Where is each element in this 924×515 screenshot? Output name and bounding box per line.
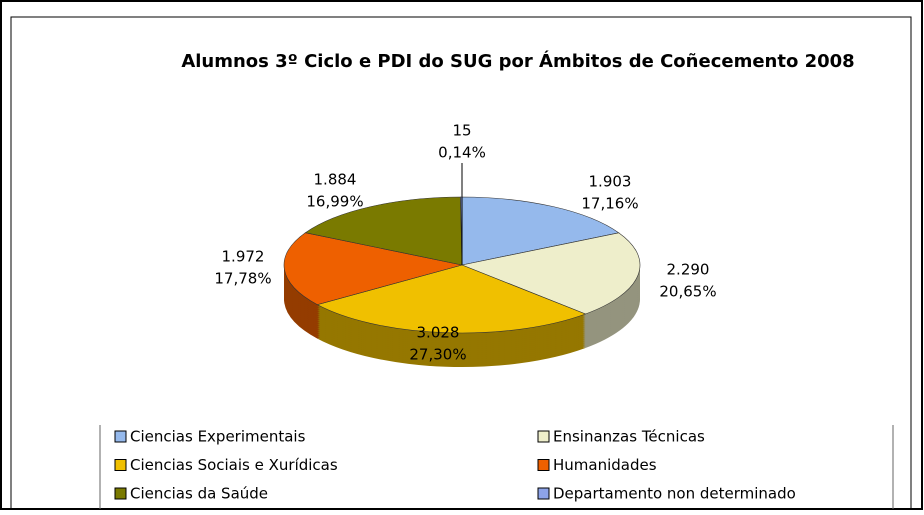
slice [316,264,587,334]
data-label: 1.884 [314,171,357,189]
data-label: 3.028 [417,324,460,342]
data-label: 16,99% [306,193,363,211]
data-label: 17,16% [581,195,638,213]
legend-swatch [114,487,127,500]
data-label: 0,14% [438,144,486,162]
slice [461,196,620,266]
legend-label: Ciencias da Saúde [130,485,268,503]
data-label: 27,30% [409,346,466,364]
chart-frame [10,16,912,510]
legend-label: Humanidades [553,456,657,474]
legend-label: Ensinanzas Técnicas [553,428,705,446]
data-label: 2.290 [667,261,710,279]
chart-title: Alumnos 3º Ciclo e PDI do SUG por Ámbito… [181,50,854,72]
legend-swatch [537,487,550,500]
data-label: 1.903 [589,173,632,191]
data-label: 1.972 [222,248,265,266]
legend-swatch [537,430,550,443]
legend-label: Ciencias Sociais e Xurídicas [130,456,338,474]
data-label: 15 [452,122,471,140]
legend-swatch [114,459,127,471]
slice [283,232,463,305]
legend-label: Departamento non determinado [553,485,796,503]
data-label: 20,65% [659,283,716,301]
legend-swatch [537,459,550,471]
data-label: 17,78% [214,270,271,288]
slice [304,196,463,266]
legend-swatch [114,430,127,443]
slice [460,232,641,315]
legend-label: Ciencias Experimentais [130,428,306,446]
